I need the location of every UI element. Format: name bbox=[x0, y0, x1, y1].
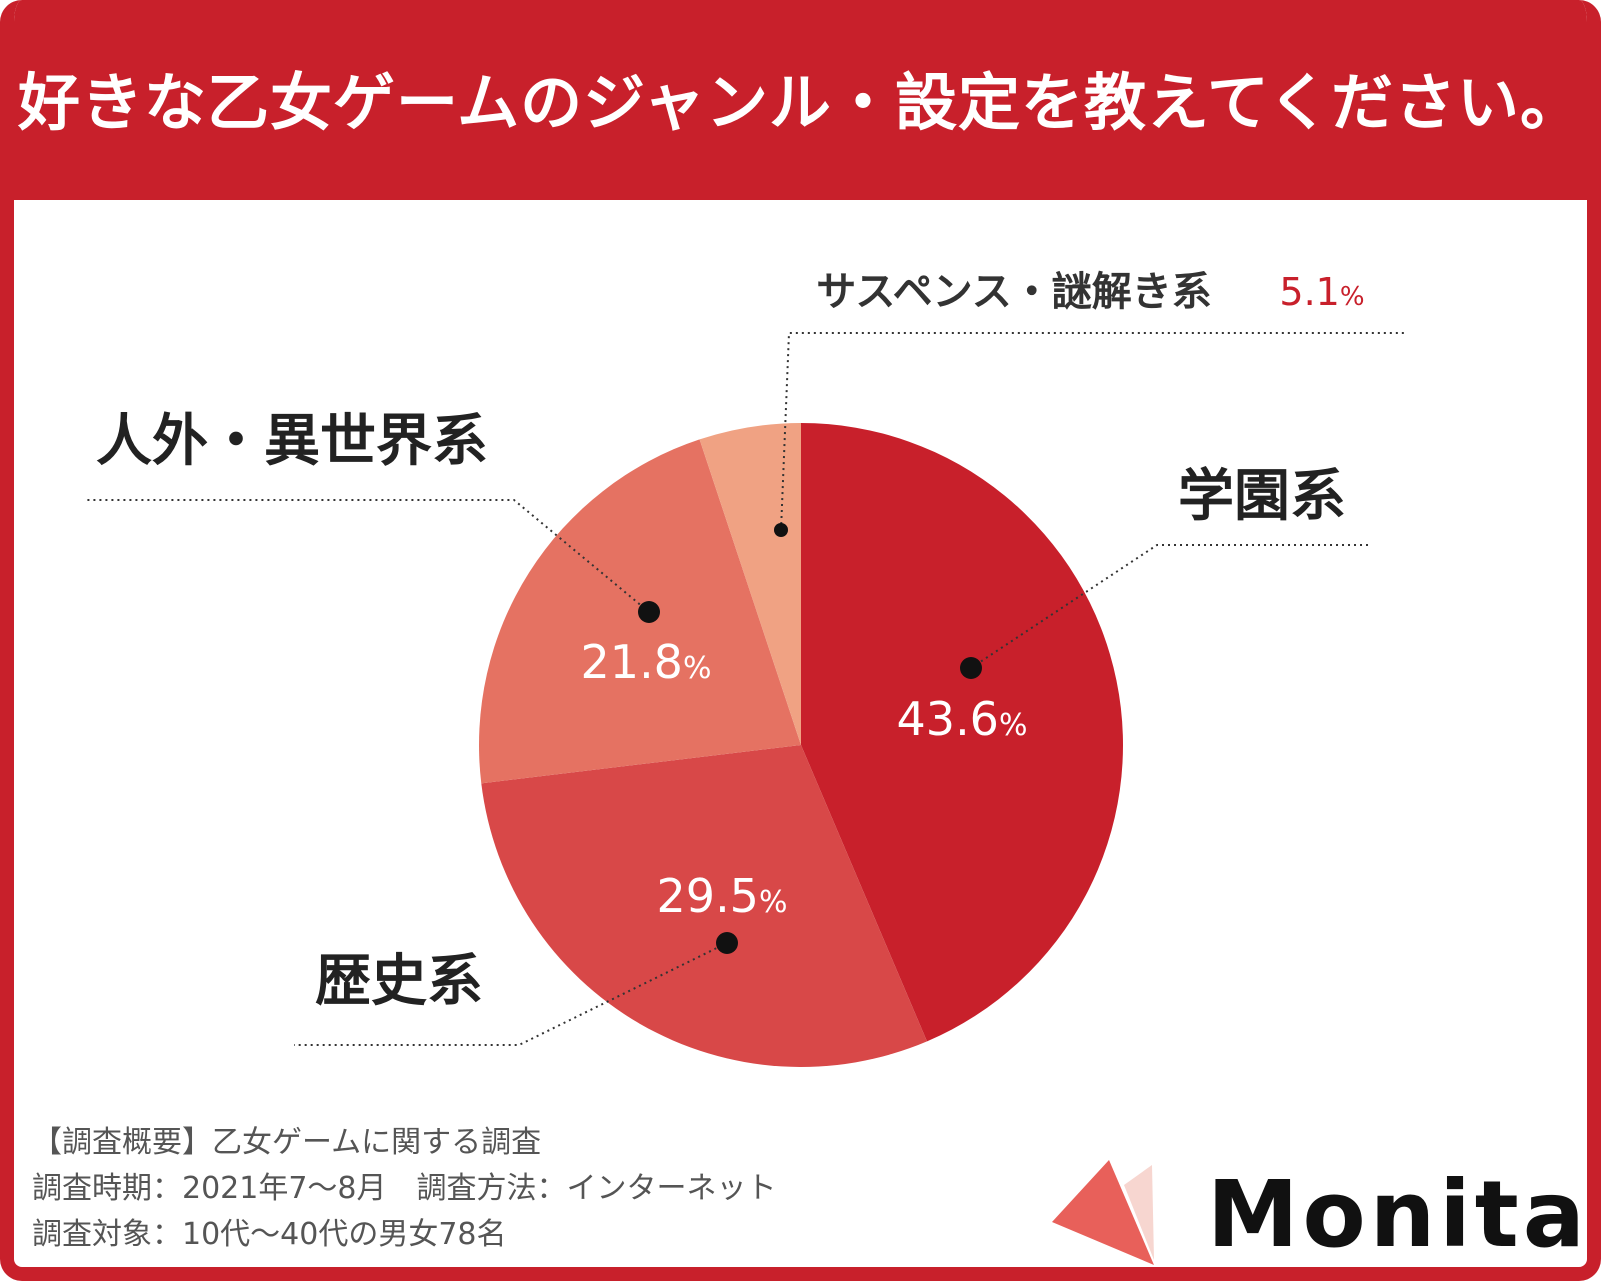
leader-dot-history bbox=[716, 932, 738, 954]
survey-note-subjects: 調査対象：10代～40代の男女78名 bbox=[32, 1217, 507, 1252]
logo-mark-icon bbox=[1052, 1160, 1154, 1265]
slice-label-school: 学園系 bbox=[1178, 464, 1346, 529]
pie-slice-school bbox=[801, 423, 1124, 1042]
slice-value-school: 43.6% bbox=[897, 692, 1028, 746]
leader-line-school bbox=[970, 544, 1369, 669]
slice-label-suspense: サスペンス・謎解き系 bbox=[816, 269, 1212, 315]
survey-notes: 【調査概要】乙女ゲームに関する調査 調査時期：2021年7～8月 調査方法：イン… bbox=[32, 1120, 777, 1258]
pie-chart: 学園系 歴史系 人外・異世界系 サスペンス・謎解き系 43.6% 29.5% 2… bbox=[86, 269, 1404, 1067]
survey-note-period-method: 調査時期：2021年7～8月 調査方法：インターネット bbox=[32, 1171, 777, 1206]
slice-value-suspense: 5.1% bbox=[1279, 270, 1364, 314]
slice-label-otherworld: 人外・異世界系 bbox=[96, 409, 488, 474]
logo-wordmark: Monita bbox=[1207, 1161, 1589, 1268]
leader-line-suspense bbox=[780, 332, 1404, 531]
slice-value-history: 29.5% bbox=[657, 869, 788, 923]
leader-dot-school bbox=[960, 657, 982, 679]
chart-title: 好きな乙女ゲームのジャンル・設定を教えてください。 bbox=[17, 66, 1584, 139]
slice-label-history: 歴史系 bbox=[315, 949, 483, 1014]
pie-slice-history bbox=[481, 745, 928, 1067]
survey-note-title: 【調査概要】乙女ゲームに関する調査 bbox=[32, 1125, 542, 1160]
leader-dot-otherworld bbox=[638, 601, 660, 623]
leader-dot-suspense bbox=[774, 523, 788, 537]
monita-logo: Monita bbox=[1044, 1160, 1589, 1268]
pie-slice-suspense bbox=[699, 423, 801, 745]
title-banner: 好きな乙女ゲームのジャンル・設定を教えてください。 bbox=[14, 0, 1587, 200]
leader-line-otherworld bbox=[86, 499, 650, 613]
slice-value-otherworld: 21.8% bbox=[581, 635, 712, 689]
